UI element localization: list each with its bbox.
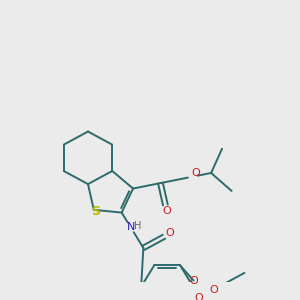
Text: O: O <box>191 168 200 178</box>
Text: H: H <box>134 220 142 230</box>
Text: O: O <box>209 285 218 295</box>
Text: S: S <box>91 205 100 218</box>
Text: N: N <box>127 222 135 233</box>
Text: O: O <box>194 293 203 300</box>
Text: O: O <box>189 276 198 286</box>
Text: O: O <box>163 206 171 216</box>
Text: O: O <box>166 228 174 239</box>
